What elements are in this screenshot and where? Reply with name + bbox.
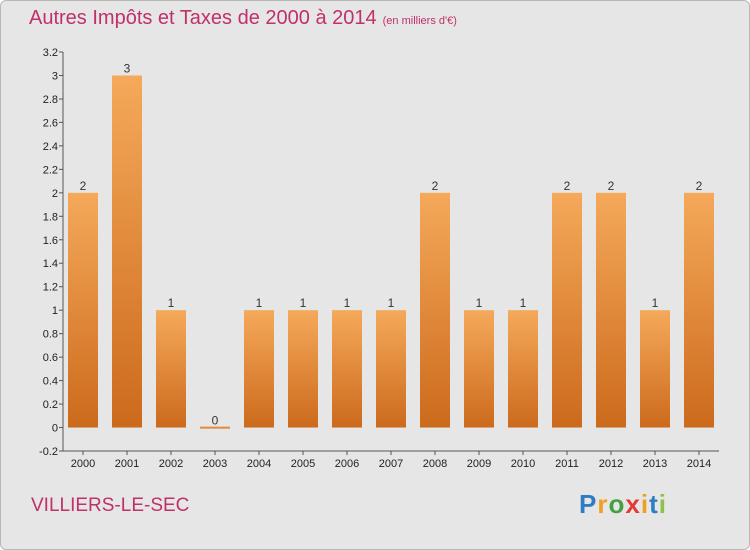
y-tick-label: 0.4 (43, 376, 58, 388)
title-text: Autres Impôts et Taxes de 2000 à 2014 (29, 7, 377, 29)
logo-letter: x (625, 489, 641, 519)
title-unit: (en milliers d'€) (382, 15, 457, 27)
x-tick-label: 2008 (423, 458, 447, 470)
y-tick-label: 2.8 (43, 94, 58, 106)
data-label-2003: 0 (212, 414, 219, 428)
bar-2010 (508, 310, 538, 428)
bar-2003 (200, 426, 230, 429)
y-tick-label: 3 (52, 70, 58, 82)
bar-2011 (552, 192, 582, 428)
data-label-2010: 1 (520, 296, 527, 310)
data-label-2014: 2 (696, 179, 703, 193)
y-tick-label: 0 (52, 423, 58, 435)
x-tick-label: 2014 (687, 458, 711, 470)
logo-letter: P (579, 489, 598, 519)
bar-2012 (596, 192, 626, 428)
y-tick-label: 0.2 (43, 399, 58, 411)
x-tick-label: 2010 (511, 458, 535, 470)
bar-2006 (332, 310, 362, 428)
y-tick-label: 2.2 (43, 164, 58, 176)
logo-letter: o (608, 489, 626, 519)
y-tick-label: -0.2 (39, 446, 58, 458)
bar-2002 (156, 310, 186, 428)
x-tick-label: 2011 (555, 458, 579, 470)
data-label-2009: 1 (476, 296, 483, 310)
city-name: VILLIERS-LE-SEC (31, 495, 190, 516)
x-tick-label: 2003 (203, 458, 227, 470)
logo-letter: r (597, 489, 609, 519)
bar-2014 (684, 192, 714, 428)
y-tick-label: 3.2 (43, 47, 58, 59)
bar-2000 (68, 192, 98, 428)
axes: -0.2 0 0.2 0.4 0.6 0.8 1 1.2 1.4 1.6 1.8 2 2.2 2.4 2.6… (39, 47, 719, 470)
x-tick-label: 2002 (159, 458, 183, 470)
data-label-2012: 2 (608, 179, 615, 193)
y-tick-label: 2.6 (43, 117, 58, 129)
bar-2013 (640, 310, 670, 428)
y-tick-label: 1 (52, 305, 58, 317)
x-tick-label: 2000 (71, 458, 95, 470)
data-label-2001: 3 (124, 61, 131, 75)
bar-2007 (376, 310, 406, 428)
labels: 2 3 1 0 1 1 1 1 2 1 1 2 2 1 2 (80, 61, 703, 427)
y-tick-label: 0.6 (43, 352, 58, 364)
bars (68, 75, 714, 429)
y-tick-label: 1.4 (43, 258, 58, 270)
y-tick-label: 2.4 (43, 141, 58, 153)
data-label-2007: 1 (388, 296, 395, 310)
logo-letter: t (649, 489, 659, 519)
x-tick-label: 2006 (335, 458, 359, 470)
logo-letter: i (658, 489, 667, 519)
x-tick-label: 2005 (291, 458, 315, 470)
data-label-2000: 2 (80, 179, 87, 193)
bar-2005 (288, 310, 318, 428)
y-tick-label: 1.2 (43, 282, 58, 294)
x-tick-label: 2013 (643, 458, 667, 470)
data-label-2008: 2 (432, 179, 439, 193)
data-label-2006: 1 (344, 296, 351, 310)
proxiti-logo: Proxiti (579, 489, 667, 520)
x-tick-label: 2009 (467, 458, 491, 470)
chart-title: Autres Impôts et Taxes de 2000 à 2014 (en… (29, 7, 457, 30)
data-label-2002: 1 (168, 296, 175, 310)
data-label-2004: 1 (256, 296, 263, 310)
data-label-2011: 2 (564, 179, 571, 193)
x-tick-label: 2007 (379, 458, 403, 470)
logo-letter: i (640, 489, 650, 519)
bar-2004 (244, 310, 274, 428)
bar-2008 (420, 192, 450, 428)
x-tick-label: 2012 (599, 458, 623, 470)
bar-2001 (112, 75, 142, 428)
bar-2009 (464, 310, 494, 428)
x-tick-label: 2001 (115, 458, 139, 470)
y-tick-label: 0.8 (43, 329, 58, 341)
y-tick-label: 2 (52, 188, 58, 200)
y-tick-label: 1.8 (43, 211, 58, 223)
data-label-2013: 1 (652, 296, 659, 310)
y-tick-label: 1.6 (43, 235, 58, 247)
x-tick-label: 2004 (247, 458, 271, 470)
data-label-2005: 1 (300, 296, 307, 310)
